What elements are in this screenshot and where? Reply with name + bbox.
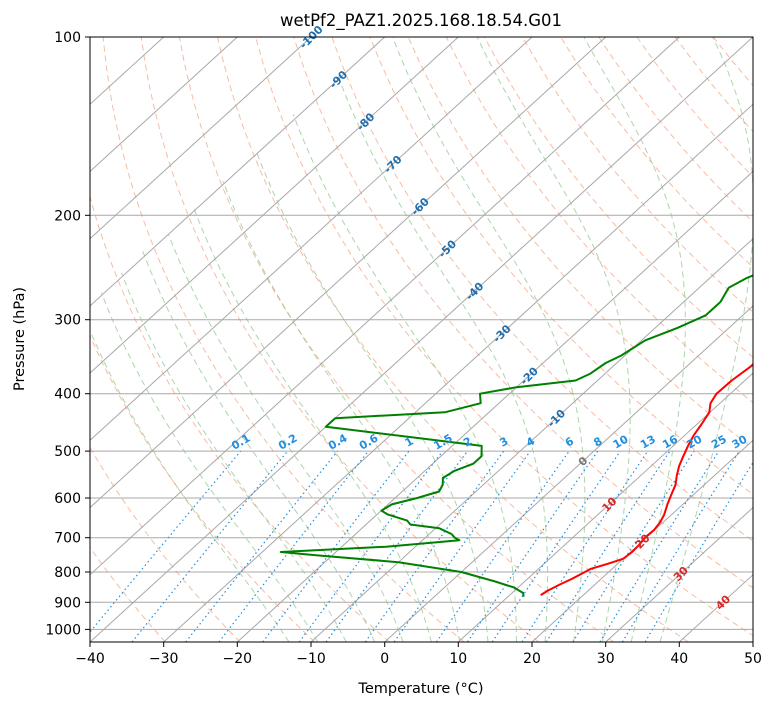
moist-adiabat (659, 37, 753, 642)
moist-adiabat (583, 37, 686, 642)
x-axis-ticks: −40 −30 −20 −10 0 10 20 30 40 50 (75, 642, 762, 667)
y-tick-label: 1000 (45, 622, 81, 638)
temperature-profile-line (540, 362, 753, 596)
isotherm-line (605, 506, 753, 642)
y-tick-label: 400 (54, 387, 81, 403)
background-lines (90, 37, 753, 642)
y-tick-label: 100 (54, 30, 81, 46)
profile-series (279, 274, 753, 597)
isotherm-line (90, 37, 680, 576)
dry-adiabat (369, 37, 753, 495)
x-tick-label: 10 (449, 651, 467, 667)
isotherm-line (236, 170, 753, 642)
mixing-ratio-line (491, 450, 621, 642)
x-axis-label: Temperature (°C) (357, 681, 483, 697)
y-tick-label: 800 (54, 565, 81, 581)
isotherm-line (457, 372, 753, 642)
isotherm-line (90, 37, 533, 442)
mixing-ratio-line (393, 450, 531, 642)
x-tick-label: −20 (223, 651, 253, 667)
dry-adiabat (90, 194, 390, 642)
x-tick-label: 30 (597, 651, 615, 667)
mixing-ratio-line (572, 450, 695, 642)
isotherm-line (90, 37, 238, 173)
x-tick-label: −30 (149, 651, 179, 667)
x-tick-label: −40 (75, 651, 105, 667)
dry-adiabat (140, 37, 540, 642)
isotherm-line (163, 103, 753, 642)
y-tick-label: 500 (54, 444, 81, 460)
chart-title: wetPf2_PAZ1.2025.168.18.54.G01 (280, 11, 562, 31)
x-tick-label: 40 (670, 651, 688, 667)
mixing-ratio-line (185, 450, 339, 642)
x-tick-label: 20 (523, 651, 541, 667)
mixing-ratio-line (621, 450, 740, 642)
mixing-ratio-line (644, 461, 753, 642)
isotherm-line (90, 37, 386, 307)
dewpoint-profile-line (279, 274, 753, 597)
x-tick-label: −10 (296, 651, 326, 667)
moist-adiabat (476, 37, 631, 642)
isotherm-line (90, 37, 607, 509)
dry-adiabat (90, 546, 166, 642)
moist-adiabat (255, 149, 489, 642)
dry-adiabat (522, 37, 753, 313)
y-tick-label: 200 (54, 208, 81, 224)
x-tick-label: 50 (744, 651, 762, 667)
mixing-ratio-line (521, 450, 649, 642)
moist-adiabat (120, 272, 347, 642)
dry-adiabat (217, 37, 689, 642)
dry-adiabat (178, 37, 614, 642)
isotherm-line (384, 305, 753, 642)
dry-adiabat (255, 37, 753, 637)
y-tick-label: 900 (54, 595, 81, 611)
isotherm-line (310, 237, 753, 642)
dry-adiabat (102, 37, 465, 642)
isotherm-line (90, 37, 459, 374)
plot-frame (89, 36, 754, 643)
moist-adiabat (142, 251, 376, 642)
dry-adiabat (483, 37, 753, 358)
mixing-ratio-line (262, 450, 410, 642)
dry-adiabat (407, 37, 753, 449)
y-tick-label: 700 (54, 531, 81, 547)
isotherm-line (90, 37, 753, 642)
y-axis-label: Pressure (hPa) (12, 287, 28, 391)
moist-adiabat (90, 328, 290, 642)
moist-adiabat (392, 37, 586, 642)
dry-adiabat (331, 37, 753, 542)
isotherm-line (90, 37, 312, 240)
mixing-ratio-line (435, 450, 570, 642)
moist-adiabat (336, 72, 549, 642)
mixing-ratio-line (599, 450, 720, 642)
mixing-ratio-line (545, 450, 671, 642)
x-tick-label: 0 (380, 651, 389, 667)
y-tick-label: 300 (54, 313, 81, 329)
y-axis-ticks: 100 200 300 400 500 600 700 800 900 1000 (45, 30, 90, 638)
y-tick-label: 600 (54, 491, 81, 507)
mixing-ratio-line (466, 450, 599, 642)
dry-adiabat (445, 37, 753, 404)
mixing-ratio-line (131, 450, 289, 642)
moist-adiabat (292, 114, 517, 642)
